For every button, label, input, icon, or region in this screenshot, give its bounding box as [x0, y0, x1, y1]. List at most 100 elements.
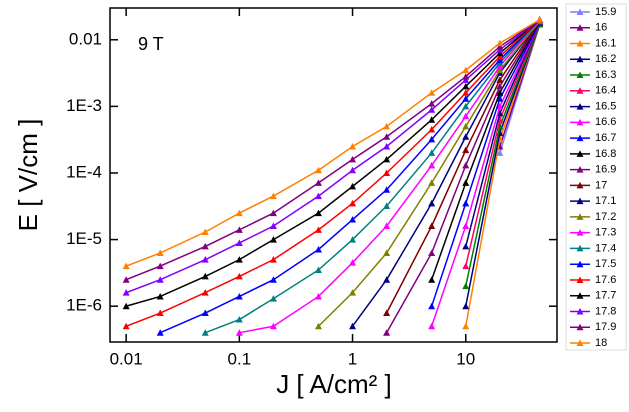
series-line [125, 19, 541, 267]
legend-marker [576, 244, 584, 252]
data-point [349, 166, 357, 174]
data-point [235, 226, 243, 233]
data-point [428, 222, 436, 229]
data-point [201, 329, 209, 336]
data-point [462, 112, 470, 120]
y-tick-label: 0.01 [69, 29, 102, 48]
data-point [383, 122, 391, 130]
legend-label: 17.9 [595, 321, 616, 333]
data-point [462, 282, 470, 290]
data-point [235, 239, 243, 246]
legend-label: 16.9 [595, 164, 616, 176]
plot-frame [109, 7, 558, 343]
data-point [314, 292, 322, 300]
series-line [125, 19, 541, 307]
legend-label: 17.1 [595, 195, 616, 207]
data-point [201, 256, 209, 263]
data-point [383, 276, 391, 283]
y-tick-label: 1E-5 [66, 229, 102, 248]
data-point [383, 222, 391, 229]
data-point [349, 289, 357, 296]
data-point [383, 169, 391, 176]
data-point [314, 209, 322, 217]
legend-marker [576, 229, 584, 236]
data-point [428, 179, 436, 186]
data-point [269, 209, 277, 217]
legend-label: 16.5 [595, 100, 616, 112]
data-point [349, 322, 357, 330]
data-point [496, 82, 504, 90]
data-point [496, 62, 504, 70]
data-point [201, 309, 209, 317]
legend-marker [576, 40, 584, 47]
data-point [536, 16, 544, 23]
legend-marker [576, 71, 584, 79]
data-point [428, 149, 436, 156]
data-point [156, 249, 164, 256]
data-point [201, 228, 209, 236]
data-point [496, 76, 504, 83]
series-line [125, 19, 541, 281]
legend-label: 16.2 [595, 53, 616, 65]
data-point [496, 66, 504, 74]
y-tick-label: 1E-4 [66, 162, 102, 181]
data-point [269, 236, 277, 243]
data-point [349, 155, 357, 163]
data-point [314, 179, 322, 186]
data-point [383, 155, 391, 163]
legend-marker [576, 323, 584, 331]
data-point [314, 322, 322, 330]
data-point [428, 161, 436, 169]
data-point [383, 202, 391, 209]
data-point [496, 56, 504, 63]
data-point [462, 322, 470, 330]
legend-label: 15.9 [595, 6, 616, 18]
series-line [125, 19, 541, 327]
data-point [462, 146, 470, 154]
data-point [462, 95, 470, 102]
data-point [462, 242, 470, 250]
legend-marker [576, 181, 584, 189]
data-point [428, 249, 436, 256]
data-point [269, 256, 277, 263]
series-line [125, 19, 541, 294]
x-tick-label: 0.1 [228, 349, 252, 368]
data-point [428, 100, 436, 107]
data-point [156, 276, 164, 283]
data-point [428, 199, 436, 207]
data-point [496, 49, 504, 57]
data-point [156, 309, 164, 317]
data-point [201, 242, 209, 250]
data-point [156, 292, 164, 300]
data-point [314, 245, 322, 253]
data-point [269, 222, 277, 229]
data-point [122, 276, 130, 283]
legend-marker [576, 307, 584, 315]
series-line [205, 19, 541, 334]
data-point [349, 236, 357, 243]
data-point [383, 249, 391, 256]
data-point [235, 329, 243, 336]
data-point [269, 192, 277, 200]
data-point [156, 262, 164, 270]
data-point [269, 322, 277, 330]
legend-marker [576, 118, 584, 126]
data-point [428, 276, 436, 283]
legend-label: 16.3 [595, 69, 616, 81]
data-point [462, 122, 470, 130]
data-point [462, 222, 470, 229]
data-point [269, 276, 277, 283]
data-point [496, 53, 504, 60]
data-point [428, 302, 436, 310]
legend-marker [576, 292, 584, 299]
legend-label: 16.1 [595, 37, 616, 49]
legend-marker [576, 166, 584, 173]
legend-label: 17 [595, 179, 607, 191]
data-point [496, 149, 504, 156]
data-point [462, 179, 470, 186]
legend-marker [576, 339, 584, 346]
data-point [349, 259, 357, 266]
data-point [383, 186, 391, 193]
legend-marker [576, 8, 584, 15]
